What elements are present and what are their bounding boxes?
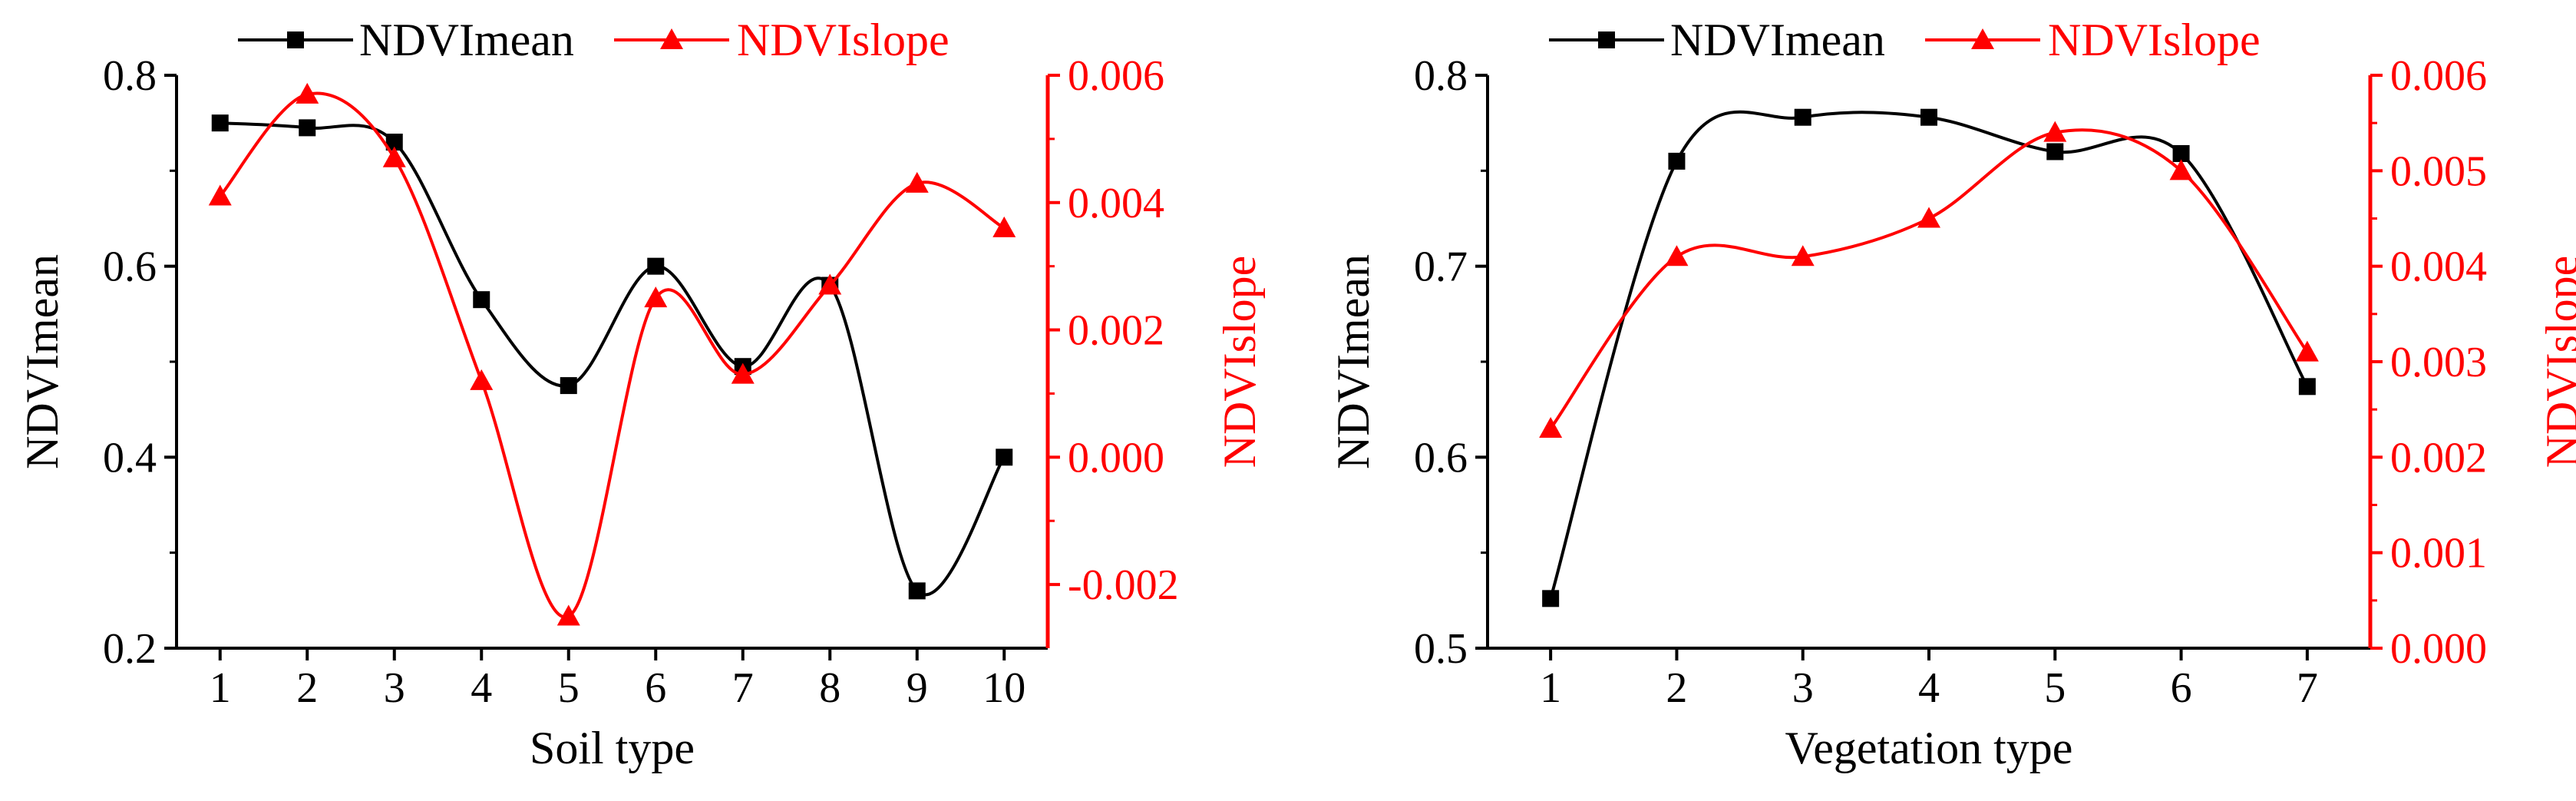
x-tick-label: 1 [210, 664, 231, 712]
left-y-tick-label: 0.6 [103, 243, 157, 291]
right-y-tick-label: -0.002 [1068, 561, 1179, 609]
right-y-tick-label: 0.002 [1068, 307, 1164, 355]
x-tick-label: 9 [907, 664, 928, 712]
left-y-tick-label: 0.2 [103, 625, 157, 673]
data-point-ndvimean [647, 257, 665, 275]
left-y-axis-title: NDVImean [17, 254, 68, 469]
data-point-ndvislope [731, 362, 755, 384]
data-point-ndvimean [1668, 152, 1686, 170]
legend: NDVImean NDVIslope [238, 15, 949, 65]
right-y-tick-label: 0.005 [2390, 147, 2487, 195]
data-point-ndvimean [385, 134, 403, 151]
x-tick-label: 4 [1918, 664, 1940, 712]
legend-label-ndvimean: NDVImean [1670, 15, 1885, 65]
legend-label-ndvimean: NDVImean [359, 15, 574, 65]
data-point-ndvimean [1920, 108, 1937, 126]
series-line-ndvislope [219, 91, 1006, 619]
x-tick-label: 5 [2044, 664, 2066, 712]
data-point-ndvislope [556, 604, 580, 626]
data-point-ndvislope [992, 216, 1016, 237]
x-tick-label: 2 [1666, 664, 1687, 712]
legend-marker-ndvislope [660, 28, 683, 49]
legend-marker-ndvislope [1971, 28, 1994, 49]
chart-1: 1 2 3 4 5 6 7 8 9 10 0.2 0.4 0.6 0.8 -0.002 0.000 0.002 0… [17, 15, 1265, 773]
x-tick-label: 1 [1540, 664, 1561, 712]
right-y-tick-label: 0.002 [2390, 434, 2487, 482]
data-point-ndvimean [2046, 143, 2064, 161]
x-tick-label: 10 [983, 664, 1025, 712]
data-point-ndvislope [208, 184, 232, 206]
chart-2: 1 2 3 4 5 6 7 0.5 0.6 0.7 0.8 0.000 0.001 0.002 0.003 0… [1328, 15, 2576, 773]
x-tick-label: 3 [384, 664, 405, 712]
left-y-tick-label: 0.4 [103, 434, 157, 482]
data-point-ndvislope [1539, 417, 1563, 439]
legend-label-ndvislope: NDVIslope [2048, 15, 2261, 65]
data-point-ndvimean [2298, 378, 2316, 396]
data-point-ndvimean [299, 119, 316, 137]
left-y-tick-label: 0.8 [1414, 52, 1468, 100]
right-y-tick-label: 0.006 [1068, 52, 1164, 100]
data-point-ndvimean [211, 114, 229, 132]
right-y-axis-title: NDVIslope [2537, 256, 2576, 468]
x-axis-title: Soil type [530, 723, 695, 773]
x-tick-label: 3 [1792, 664, 1814, 712]
data-point-ndvislope [644, 286, 668, 308]
x-tick-label: 7 [2297, 664, 2318, 712]
x-tick-label: 7 [732, 664, 754, 712]
left-y-tick-label: 0.8 [103, 52, 157, 100]
x-axis-title: Vegetation type [1785, 723, 2073, 773]
x-tick-label: 4 [471, 664, 492, 712]
data-point-ndvislope [2169, 159, 2193, 180]
x-tick-label: 6 [645, 664, 666, 712]
series-line-ndvislope [1549, 128, 2309, 430]
left-y-tick-label: 0.7 [1414, 243, 1468, 291]
data-point-ndvimean [473, 291, 490, 309]
data-point-ndvimean [1794, 108, 1811, 126]
right-y-tick-label: 0.000 [1068, 434, 1164, 482]
legend-marker-ndvimean [1598, 31, 1615, 48]
data-point-ndvimean [1542, 590, 1560, 607]
data-point-ndvimean [908, 582, 926, 600]
left-y-tick-label: 0.6 [1414, 434, 1468, 482]
data-point-ndvislope [1791, 245, 1815, 266]
data-point-ndvimean [2172, 144, 2190, 162]
right-y-tick-label: 0.006 [2390, 52, 2487, 100]
left-y-tick-label: 0.5 [1414, 625, 1468, 673]
right-y-tick-label: 0.001 [2390, 530, 2487, 578]
data-point-ndvislope [470, 369, 494, 390]
right-y-tick-label: 0.003 [2390, 339, 2487, 386]
right-y-tick-label: 0.004 [1068, 180, 1164, 227]
x-tick-label: 5 [558, 664, 580, 712]
series-line-ndvimean [220, 121, 1006, 597]
data-point-ndvislope [382, 146, 406, 167]
right-y-tick-label: 0.000 [2390, 625, 2487, 673]
data-point-ndvislope [905, 171, 929, 193]
right-y-tick-label: 0.004 [2390, 243, 2487, 291]
legend-label-ndvislope: NDVIslope [737, 15, 949, 65]
x-tick-label: 8 [819, 664, 841, 712]
right-y-axis-title: NDVIslope [1214, 256, 1265, 468]
data-point-ndvislope [1917, 207, 1940, 228]
data-point-ndvislope [1665, 245, 1689, 266]
x-tick-label: 2 [296, 664, 318, 712]
data-point-ndvislope [818, 273, 842, 295]
data-point-ndvimean [996, 448, 1013, 466]
data-point-ndvislope [2295, 340, 2319, 362]
x-tick-label: 6 [2171, 664, 2192, 712]
left-y-axis-title: NDVImean [1328, 254, 1379, 469]
data-point-ndvislope [296, 82, 319, 104]
data-point-ndvislope [2043, 121, 2067, 142]
data-point-ndvimean [560, 377, 577, 395]
legend: NDVImean NDVIslope [1549, 15, 2261, 65]
legend-marker-ndvimean [287, 31, 304, 48]
